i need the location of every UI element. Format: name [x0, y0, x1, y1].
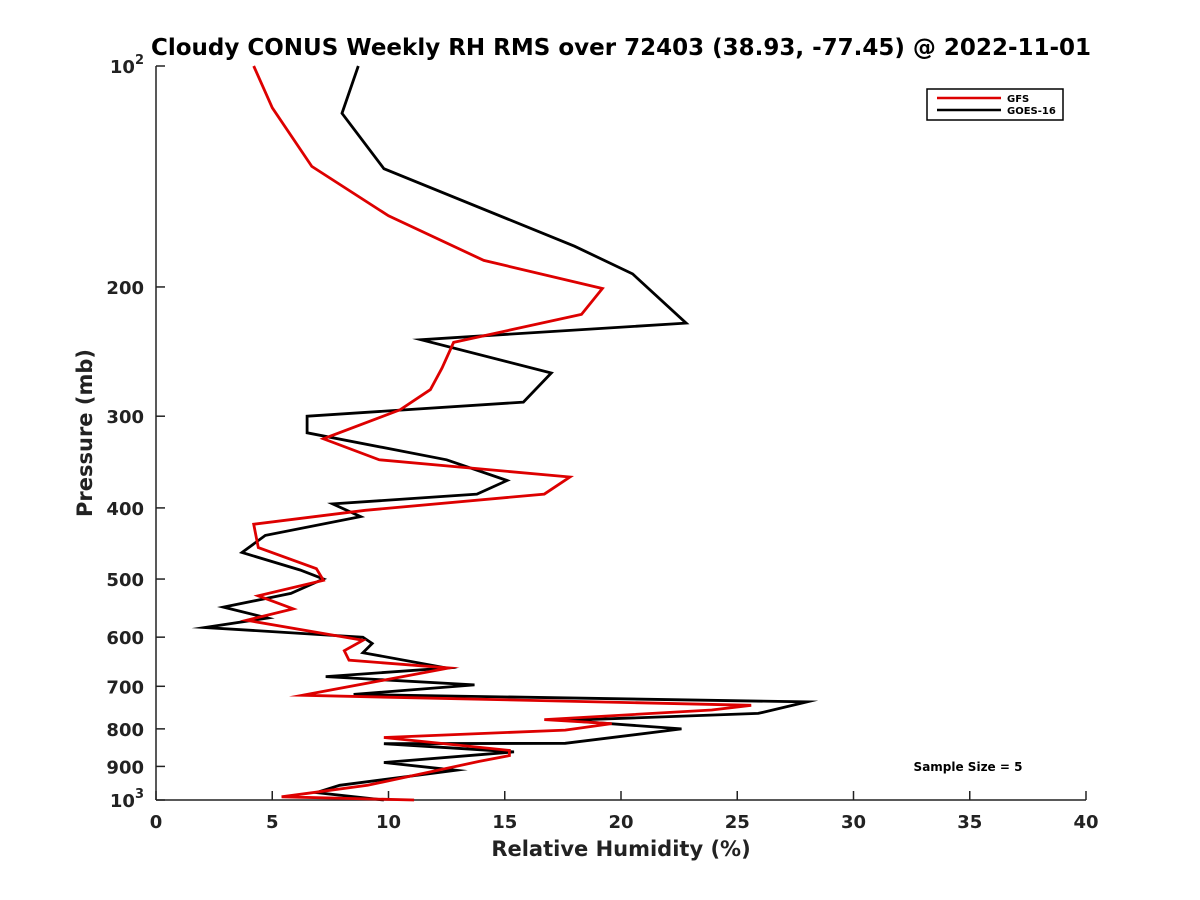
y-tick-label: 300	[106, 407, 144, 428]
x-tick-label: 35	[957, 812, 982, 833]
x-tick-label: 0	[150, 812, 163, 833]
y-axis-ticks: 102 200 300 400 500 600 700 800 900 103	[106, 53, 165, 812]
x-tick-label: 10	[376, 812, 401, 833]
y-tick-label: 200	[106, 278, 144, 299]
series-line-goes-16	[191, 65, 819, 802]
series-layer	[191, 65, 819, 802]
x-tick-label: 15	[492, 812, 517, 833]
y-tick-label: 700	[106, 677, 144, 698]
y-tick-label: 400	[106, 499, 144, 520]
plot-area	[155, 66, 1086, 801]
legend-box	[926, 88, 1064, 121]
x-tick-label: 5	[266, 812, 279, 833]
y-axis-label: Pressure (mb)	[73, 349, 97, 517]
y-tick-label: 800	[106, 720, 144, 741]
x-tick-label: 20	[608, 812, 633, 833]
y-tick-label: 102	[110, 53, 144, 78]
sample-size-annotation: Sample Size = 5	[914, 760, 1023, 774]
x-axis-label: Relative Humidity (%)	[491, 837, 750, 861]
x-tick-label: 30	[841, 812, 866, 833]
y-tick-label: 500	[106, 570, 144, 591]
series-line-gfs	[239, 65, 752, 802]
y-tick-label: 103	[110, 787, 144, 812]
legend-label-gfs: GFS	[1007, 94, 1029, 105]
y-tick-label: 900	[106, 757, 144, 778]
y-tick-label: 600	[106, 628, 144, 649]
x-tick-label: 40	[1073, 812, 1098, 833]
legend-label-goes-16: GOES-16	[1007, 106, 1056, 117]
x-axis-ticks: 0 5 10 15 20 25 30 35 40	[150, 791, 1099, 833]
chart-title: Cloudy CONUS Weekly RH RMS over 72403 (3…	[151, 35, 1091, 61]
x-tick-label: 25	[725, 812, 750, 833]
